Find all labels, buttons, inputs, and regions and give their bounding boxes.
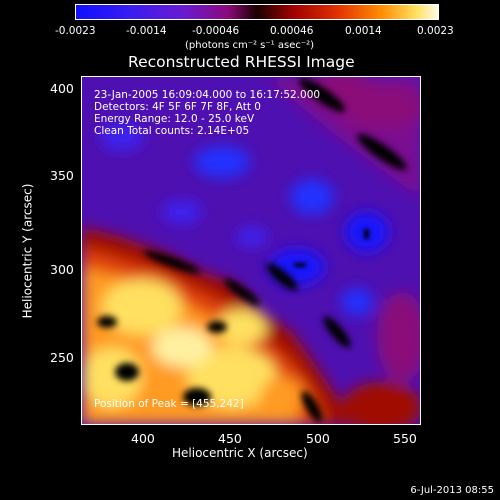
colorbar — [75, 4, 439, 20]
info-peak: Position of Peak = [455,242] — [94, 398, 244, 410]
colorbar-tick: -0.00046 — [192, 25, 240, 37]
x-axis-label: Heliocentric X (arcsec) — [172, 446, 308, 460]
y-axis-label: Heliocentric Y (arcsec) — [20, 183, 35, 319]
x-tick-label: 450 — [218, 431, 242, 446]
rhessi-image-graphic — [82, 77, 420, 424]
info-time: 23-Jan-2005 16:09:04.000 to 16:17:52.000 — [94, 89, 321, 101]
y-tick-label: 350 — [50, 168, 74, 183]
y-tick-label: 400 — [50, 81, 74, 96]
x-tick-label: 400 — [131, 431, 155, 446]
info-detectors: Detectors: 4F 5F 6F 7F 8F, Att 0 — [94, 101, 261, 113]
image-title: Reconstructed RHESSI Image — [128, 53, 355, 71]
colorbar-tick: 0.0023 — [417, 25, 454, 37]
y-tick-label: 300 — [50, 262, 74, 277]
rhessi-image — [81, 76, 421, 425]
colorbar-tick: -0.0014 — [126, 25, 167, 37]
colorbar-tick: 0.00046 — [270, 25, 314, 37]
x-tick-label: 550 — [393, 431, 417, 446]
colorbar-units: (photons cm⁻² s⁻¹ asec⁻²) — [185, 40, 315, 51]
colorbar-tick: 0.0014 — [345, 25, 382, 37]
info-clean: Clean Total counts: 2.14E+05 — [94, 125, 250, 137]
colorbar-tick: -0.0023 — [55, 25, 96, 37]
y-tick-label: 250 — [50, 350, 74, 365]
generation-date: 6-Jul-2013 08:55 — [410, 485, 494, 496]
x-tick-label: 500 — [306, 431, 330, 446]
info-energy: Energy Range: 12.0 - 25.0 keV — [94, 113, 255, 125]
